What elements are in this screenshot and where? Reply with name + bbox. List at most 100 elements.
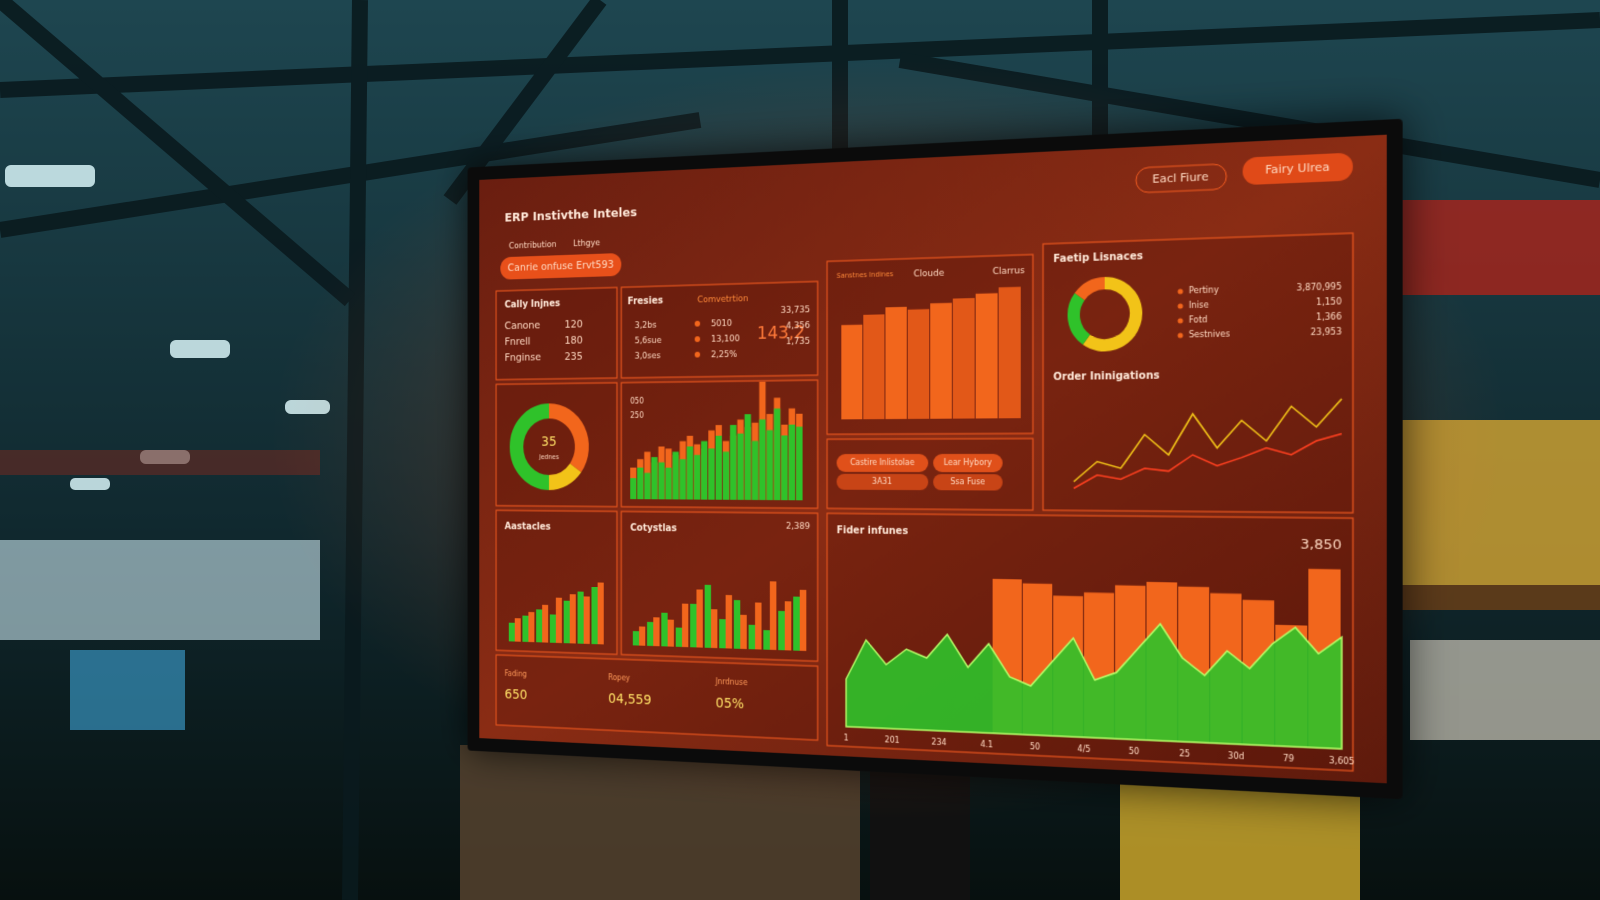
label: Sestnives	[1189, 329, 1230, 340]
label: 050	[630, 396, 644, 405]
action-button[interactable]	[836, 453, 929, 473]
panel	[1043, 233, 1353, 513]
label: 3,2bs	[635, 320, 657, 331]
action-button[interactable]	[933, 474, 1003, 491]
label: Ropey	[608, 673, 630, 683]
x-tick-label: 1	[844, 733, 849, 743]
bar	[863, 314, 885, 420]
x-tick-label: 201	[885, 735, 900, 745]
bar	[733, 600, 741, 649]
button-label[interactable]: Eacl Fiure	[1152, 171, 1208, 187]
pill-label[interactable]: Canrie onfuse Ervt593	[508, 259, 614, 275]
x-tick-label: 30d	[1228, 751, 1245, 762]
label: Cotystlas	[630, 522, 677, 534]
panel	[621, 281, 817, 377]
label: Faetip Lisnaces	[1053, 250, 1143, 265]
bar	[651, 457, 658, 500]
bar	[555, 597, 562, 644]
bar	[542, 604, 549, 643]
label: 143,2	[757, 323, 805, 345]
bar	[508, 622, 515, 642]
label: Fotd	[1189, 315, 1208, 325]
bar	[763, 630, 770, 650]
pill[interactable]	[500, 252, 622, 280]
label: 1,366	[1316, 312, 1342, 323]
action-button[interactable]	[933, 453, 1003, 473]
tab[interactable]: Contribution	[509, 240, 557, 252]
bar	[637, 467, 644, 500]
bar	[591, 587, 598, 645]
bar	[796, 426, 803, 501]
label: 05%	[716, 696, 744, 713]
label: 2,25%	[711, 349, 737, 360]
bar	[522, 615, 529, 642]
label: Fider infunes	[837, 525, 909, 537]
bar	[722, 451, 730, 500]
bar	[841, 324, 863, 420]
bar	[690, 603, 697, 648]
label: 3,870,995	[1297, 282, 1342, 293]
bar	[730, 424, 737, 500]
bar	[711, 609, 718, 649]
label: 250	[630, 411, 644, 420]
action-label[interactable]: Ssa Fuse	[950, 477, 985, 487]
bar	[665, 467, 672, 500]
action-label[interactable]: Castire Inlistolae	[850, 458, 915, 468]
tab[interactable]: Lthgye	[573, 238, 600, 249]
button-label[interactable]: Fairy Ulrea	[1265, 161, 1329, 177]
bar	[793, 596, 800, 651]
x-tick-label: 25	[1179, 749, 1190, 759]
label: Jnrdnuse	[715, 677, 748, 687]
bar	[952, 298, 975, 419]
label: Fading	[505, 669, 527, 679]
bar	[686, 446, 694, 500]
x-tick-label: 79	[1283, 753, 1294, 764]
action-label[interactable]: Lear Hybory	[944, 458, 993, 468]
bar	[998, 286, 1021, 419]
bar	[778, 610, 785, 651]
x-tick-label: 234	[932, 737, 947, 747]
panel	[621, 511, 817, 661]
label: 4,356	[786, 320, 810, 331]
x-tick-label: 3,605	[1329, 756, 1355, 767]
bar	[748, 624, 756, 650]
bar	[630, 478, 637, 500]
bar	[701, 441, 708, 500]
bar	[563, 600, 570, 644]
bar	[1022, 583, 1053, 736]
bar	[536, 609, 543, 643]
label: Fnrell	[505, 336, 531, 348]
label: Inise	[1189, 300, 1209, 310]
bar	[658, 462, 665, 500]
bar	[766, 430, 773, 501]
action-label[interactable]: 3A31	[872, 477, 892, 487]
bar	[597, 582, 604, 645]
label: 5,6sue	[635, 335, 662, 346]
bar	[549, 614, 556, 643]
bar	[693, 454, 701, 500]
bar	[577, 591, 584, 644]
label: Clarrus	[993, 265, 1026, 277]
x-tick-label: 4.1	[980, 739, 993, 749]
bar	[647, 621, 654, 647]
label: 33,735	[781, 305, 810, 316]
bar	[769, 581, 777, 651]
label: 13,100	[711, 334, 740, 345]
label: Cloude	[914, 268, 945, 280]
label: Jednes	[538, 453, 559, 461]
bar	[696, 589, 703, 648]
label: Fnginse	[505, 351, 541, 364]
bar	[930, 302, 952, 419]
action-button[interactable]	[836, 473, 929, 491]
bar	[744, 414, 751, 500]
panel	[496, 383, 617, 507]
bar	[653, 617, 660, 647]
bar	[639, 626, 646, 646]
label: 235	[565, 351, 583, 363]
label: 35	[541, 435, 556, 450]
label: Pertiny	[1189, 285, 1219, 296]
bar	[661, 612, 668, 647]
bar	[719, 619, 726, 649]
bar	[773, 408, 781, 501]
bar	[885, 306, 907, 420]
